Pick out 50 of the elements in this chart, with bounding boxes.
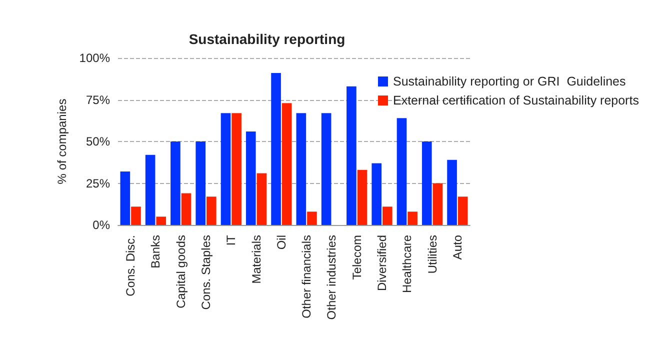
x-tick-label: Healthcare <box>400 234 414 294</box>
x-tick-label: Oil <box>274 235 288 250</box>
chart-title: Sustainability reporting <box>188 31 346 47</box>
bar <box>120 172 130 225</box>
y-tick-label: 0% <box>92 218 110 232</box>
bar <box>196 142 206 225</box>
bar <box>282 103 292 225</box>
bar <box>447 160 457 225</box>
x-tick-label: Cons. Disc. <box>124 235 138 296</box>
bar <box>408 212 418 225</box>
x-tick-label: Other financials <box>300 235 314 318</box>
bar <box>382 206 392 225</box>
bar <box>232 113 242 225</box>
bar <box>396 118 407 225</box>
x-tick-label: IT <box>224 234 238 246</box>
bar <box>246 131 256 225</box>
legend-label: Sustainability reporting or GRI Guidelines <box>393 74 626 88</box>
bar <box>321 113 332 225</box>
x-tick-label: Auto <box>450 234 464 260</box>
x-tick-label: Diversified <box>375 235 389 292</box>
y-tick-label: 50% <box>86 134 110 148</box>
x-tick-label: Cons. Staples <box>199 235 213 310</box>
x-tick-label: Materials <box>249 235 264 284</box>
bar <box>170 142 180 225</box>
x-tick-label: Banks <box>148 235 163 268</box>
bar <box>422 142 432 225</box>
bar <box>206 196 216 225</box>
y-tick-label: 100% <box>79 51 110 65</box>
y-tick-label: 25% <box>86 176 110 190</box>
x-tick-label: Telecom <box>350 235 364 280</box>
bar <box>256 173 267 225</box>
x-tick-label: Capital goods <box>174 235 188 308</box>
bar <box>220 113 231 225</box>
bar <box>181 193 192 225</box>
x-tick-label: Other industries <box>324 235 339 320</box>
bar <box>271 73 281 225</box>
bar <box>346 86 356 225</box>
bar <box>145 154 156 225</box>
bar <box>432 183 443 225</box>
legend-label: External certification of Sustainability reports <box>393 94 639 108</box>
bar <box>296 113 306 225</box>
bar <box>131 206 141 225</box>
bar <box>156 216 166 225</box>
bar <box>372 163 382 225</box>
x-tick-label: Utilities <box>425 235 440 274</box>
bar <box>357 170 368 225</box>
y-axis-title: % of companies <box>55 98 69 184</box>
bar <box>458 196 468 225</box>
y-tick-label: 75% <box>86 92 110 107</box>
bar <box>307 212 317 225</box>
